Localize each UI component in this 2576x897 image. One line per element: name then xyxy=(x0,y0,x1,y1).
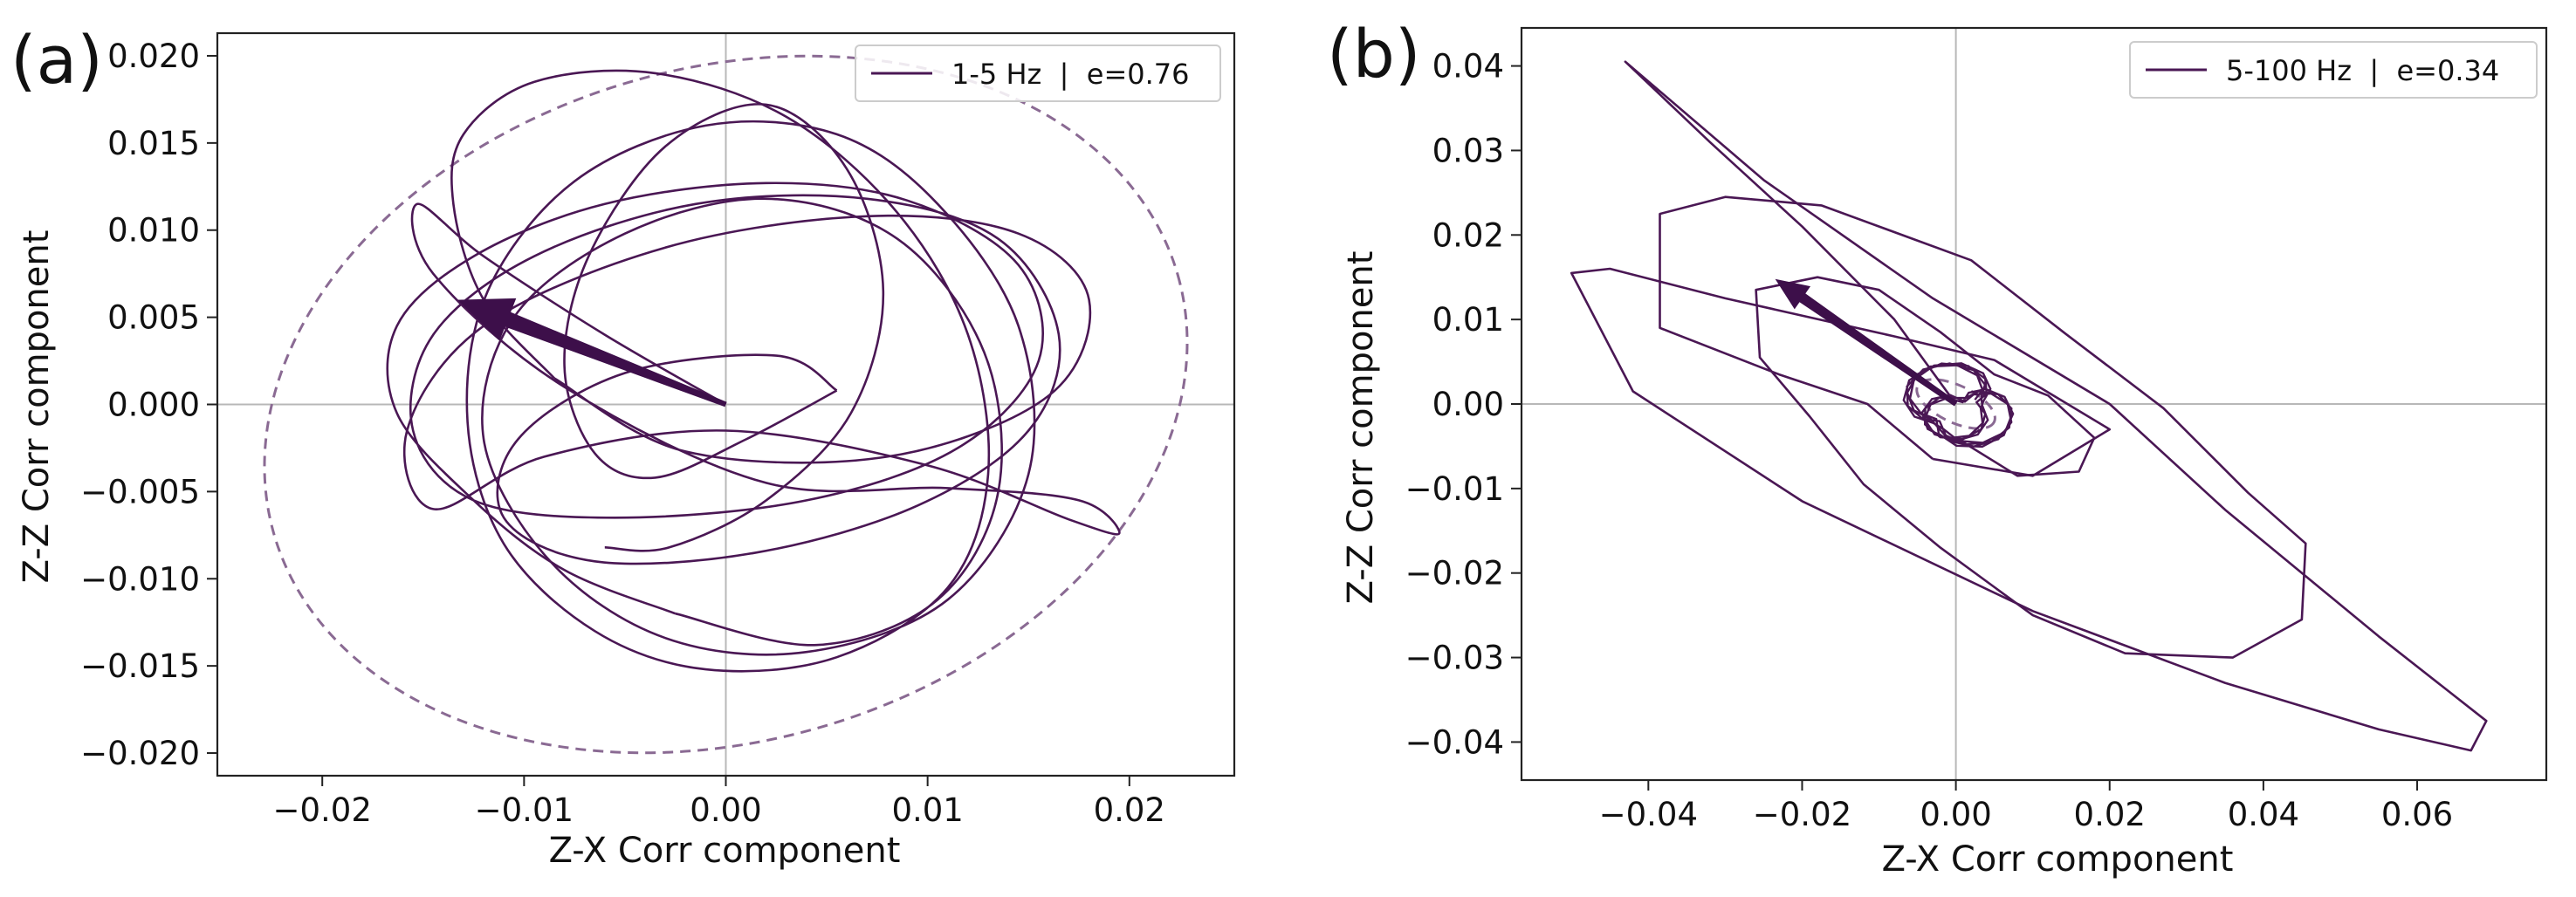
panel-a-ytick-label: 0.020 xyxy=(107,38,200,75)
panel-a-legend: 1-5 Hz | e=0.76 xyxy=(855,45,1221,102)
panel-b-xtick-label: 0.04 xyxy=(2228,796,2299,833)
panel-b-xlabel: Z-X Corr component xyxy=(1882,839,2234,880)
panel-b-frame xyxy=(1520,26,2548,782)
panel-b-ytick-label: 0.04 xyxy=(1432,48,1504,86)
panel-a-ytick-label: −0.010 xyxy=(80,560,200,598)
panel-b-legend-label: 5-100 Hz | e=0.34 xyxy=(2226,54,2499,87)
panel-a-ytick-label: −0.020 xyxy=(80,735,200,772)
panel-b-legend-box xyxy=(2129,41,2538,99)
panel-b-ytick-label: 0.00 xyxy=(1432,386,1504,423)
panel-a-ytick-label: −0.015 xyxy=(80,647,200,685)
panel-b-legend: 5-100 Hz | e=0.34 xyxy=(2129,41,2538,99)
panel-b-xticks: −0.04 −0.02 0.00 0.02 0.04 0.06 xyxy=(1599,780,2453,833)
panel-a: (a) Z-X Corr component Z-Z Corr componen… xyxy=(10,21,1236,871)
panel-a-trajectory-loop2 xyxy=(450,69,1036,673)
panel-b-ytick-label: 0.01 xyxy=(1432,301,1504,339)
panel-a-xtick-label: −0.02 xyxy=(273,791,372,829)
panel-a-legend-box xyxy=(855,45,1221,102)
panel-a-direction-arrow xyxy=(457,298,727,407)
panel-a-yticks: 0.020 0.015 0.010 0.005 0.000 −0.005 −0.010 −0.… xyxy=(80,38,217,772)
panel-b-ytick-label: 0.03 xyxy=(1432,132,1504,169)
panel-a-xtick-label: 0.00 xyxy=(690,791,761,829)
panel-a-xtick-label: 0.01 xyxy=(891,791,963,829)
panel-b-ytick-label: −0.01 xyxy=(1405,470,1504,508)
panel-a-legend-label: 1-5 Hz | e=0.76 xyxy=(951,58,1190,91)
panel-a-ylabel: Z-Z Corr component xyxy=(17,230,57,584)
panel-b-ytick-label: 0.02 xyxy=(1432,216,1504,254)
panel-b-yticks: 0.04 0.03 0.02 0.01 0.00 −0.01 −0.02 −0.03 −0.04 xyxy=(1405,48,1522,761)
panel-b-trajectory-loop-mid xyxy=(1659,195,2307,659)
panel-a-xticks: −0.02 −0.01 0.00 0.01 0.02 xyxy=(273,776,1165,829)
panel-a-xtick-label: 0.02 xyxy=(1094,791,1165,829)
panel-a-label: (a) xyxy=(10,21,103,99)
panel-b-label: (b) xyxy=(1327,15,1421,92)
panel-b-plot-area xyxy=(1522,28,2546,780)
panel-a-ytick-label: 0.015 xyxy=(107,125,200,162)
panel-b-trajectory-outer-path xyxy=(1570,60,2488,752)
panel-b-ytick-label: −0.02 xyxy=(1405,555,1504,592)
panel-b-xtick-label: 0.02 xyxy=(2074,796,2146,833)
panel-a-trajectory-loop3 xyxy=(386,181,1061,615)
panel-b-direction-arrow xyxy=(1775,278,1958,407)
panel-a-frame xyxy=(216,31,1236,777)
panel-a-trajectory-loop1 xyxy=(402,202,1121,536)
panel-b-fit-ellipse xyxy=(1915,378,1996,430)
panel-b-xtick-label: −0.02 xyxy=(1753,796,1851,833)
panel-b-ytick-label: −0.04 xyxy=(1405,723,1504,761)
panel-a-xlabel: Z-X Corr component xyxy=(549,831,901,871)
panel-a-ytick-label: −0.005 xyxy=(80,473,200,510)
panel-a-xtick-label: −0.01 xyxy=(475,791,574,829)
panel-b-ylabel: Z-Z Corr component xyxy=(1341,251,1381,605)
panel-b-xtick-label: −0.04 xyxy=(1599,796,1698,833)
panel-a-fit-ellipse xyxy=(263,54,1189,755)
panel-a-ytick-label: 0.005 xyxy=(107,299,200,337)
panel-b-ytick-label: −0.03 xyxy=(1405,640,1504,677)
panel-b-central-tangle xyxy=(1902,362,2015,448)
panel-a-plot-area xyxy=(217,33,1234,776)
panel-a-ytick-label: 0.000 xyxy=(107,387,200,424)
panel-b-xtick-label: 0.06 xyxy=(2381,796,2453,833)
panel-a-ytick-label: 0.010 xyxy=(107,212,200,250)
panel-a-trajectory-loop4 xyxy=(563,103,885,552)
panel-b-xtick-label: 0.00 xyxy=(1920,796,1991,833)
panel-b: (b) Z-X Corr component Z-Z Corr componen… xyxy=(1327,15,2548,880)
